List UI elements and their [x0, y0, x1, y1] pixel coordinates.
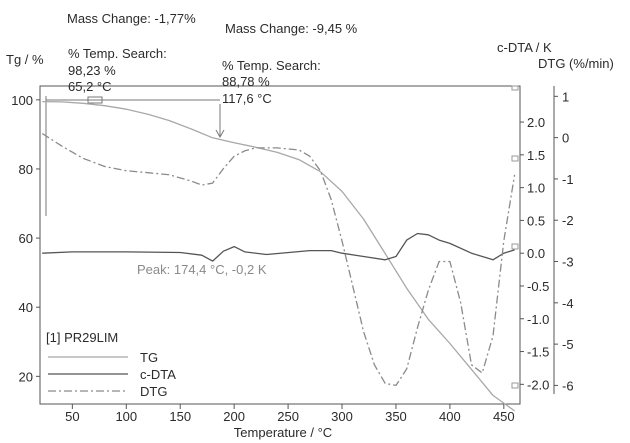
series-line-dtg: [41, 132, 516, 387]
x-tick-label: 300: [331, 409, 353, 424]
tg-tick-label: 60: [19, 231, 33, 246]
dtg-tick-label: -3: [562, 255, 574, 270]
x-tick-label: 350: [385, 409, 407, 424]
series-line-tg: [42, 100, 515, 412]
temp-search-2-value: 88,78 %: [222, 74, 270, 89]
series-line-cdta: [42, 232, 515, 262]
temp-search-2-title: % Temp. Search:: [222, 58, 321, 73]
x-tick-label: 200: [223, 409, 245, 424]
legend-label-dtg: DTG: [140, 384, 167, 399]
x-tick-label: 150: [169, 409, 191, 424]
tg-tick-label: 100: [11, 93, 33, 108]
x-axis-ticks: 50 100 150 200 250 300 350 400 450: [65, 404, 515, 424]
temp-search-1-temp: 65,2 °C: [68, 79, 112, 94]
dtg-tick-label: -1: [562, 172, 574, 187]
dta-tick-label: -1.5: [527, 345, 549, 360]
x-tick-label: 50: [65, 409, 79, 424]
temp-search-1-title: % Temp. Search:: [68, 46, 167, 61]
dta-tick-label: 1.5: [527, 148, 545, 163]
dta-axis-ticks: 2.0 1.5 1.0 0.5 0.0 -0.5 -1.0 -1.5 -2.0: [520, 115, 549, 392]
dtg-tick-label: 0: [562, 131, 569, 146]
tg-tick-label: 20: [19, 369, 33, 384]
x-tick-label: 100: [115, 409, 137, 424]
x-tick-label: 450: [493, 409, 515, 424]
dta-tick-label: -2.0: [527, 377, 549, 392]
temp-search-1-value: 98,23 %: [68, 63, 116, 78]
tg-tick-label: 80: [19, 162, 33, 177]
x-tick-label: 400: [439, 409, 461, 424]
dta-axis-title: c-DTA / K: [497, 40, 552, 55]
mass-change-2-label: Mass Change: -9,45 %: [225, 21, 358, 36]
dta-tick-label: 0.5: [527, 213, 545, 228]
mass-change-markers: [45, 96, 225, 216]
peak-label: Peak: 174,4 °C, -0,2 K: [137, 262, 267, 277]
dtg-tick-label: -6: [562, 378, 574, 393]
curve-end-markers: [511, 85, 519, 389]
tg-axis-ticks: 100 80 60 40 20: [11, 93, 40, 384]
dtg-axis-title: DTG (%/min): [538, 56, 614, 71]
dta-tick-label: 0.0: [527, 246, 545, 261]
dtg-axis-ticks: 1 0 -1 -2 -3 -4 -5 -6: [553, 86, 574, 394]
dta-tick-label: -1.0: [527, 312, 549, 327]
dtg-tick-label: -4: [562, 296, 574, 311]
dtg-tick-label: 1: [562, 89, 569, 104]
dta-tick-label: 1.0: [527, 181, 545, 196]
tg-axis-title: Tg / %: [6, 52, 44, 67]
legend: [1] PR29LIM TG c-DTA DTG: [46, 330, 176, 399]
series-layer: [41, 100, 516, 412]
legend-label-dta: c-DTA: [140, 367, 176, 382]
legend-label-tg: TG: [140, 350, 158, 365]
plot-frame: [39, 85, 521, 405]
dta-tick-label: 2.0: [527, 115, 545, 130]
legend-title: [1] PR29LIM: [46, 330, 118, 345]
tg-tick-label: 40: [19, 300, 33, 315]
x-axis-title: Temperature / °C: [234, 425, 332, 440]
dta-tick-label: -0.5: [527, 279, 549, 294]
mass-change-1-label: Mass Change: -1,77%: [67, 11, 196, 26]
temp-search-2-temp: 117,6 °C: [222, 91, 272, 106]
dtg-tick-label: -2: [562, 213, 574, 228]
dtg-tick-label: -5: [562, 337, 574, 352]
x-tick-label: 250: [277, 409, 299, 424]
